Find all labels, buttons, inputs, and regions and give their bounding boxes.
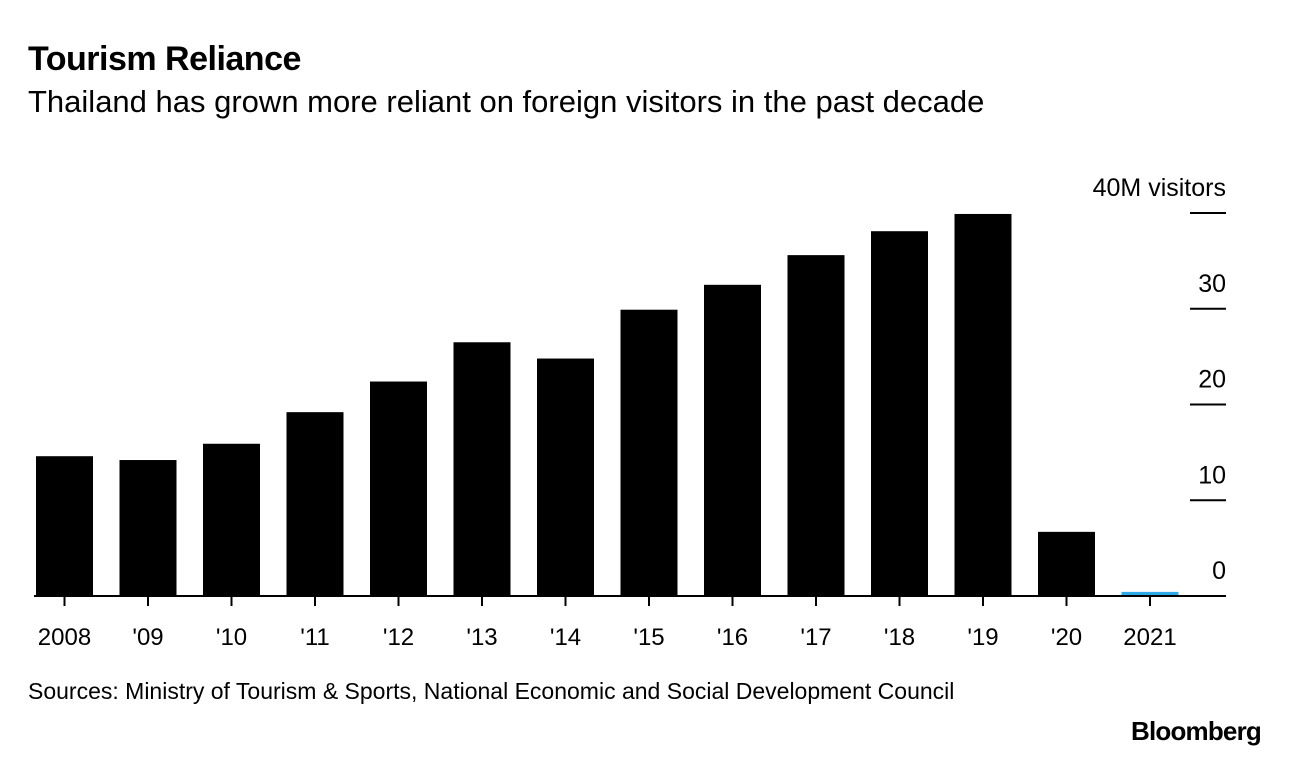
y-tick-label: 40M visitors bbox=[1093, 174, 1226, 202]
x-tick-label: '20 bbox=[1051, 624, 1082, 651]
bar-10 bbox=[203, 443, 260, 596]
bar-20 bbox=[1038, 531, 1095, 596]
x-tick-label: '15 bbox=[633, 624, 664, 651]
x-tick-label: '11 bbox=[300, 624, 330, 651]
chart-title: Tourism Reliance bbox=[28, 40, 301, 78]
bar-14 bbox=[537, 358, 594, 596]
x-tick-label: '17 bbox=[800, 624, 831, 651]
x-tick-label: '13 bbox=[466, 624, 497, 651]
bar-11 bbox=[286, 412, 344, 596]
bar-19 bbox=[954, 213, 1012, 596]
bar-12 bbox=[370, 381, 427, 596]
x-tick-label: '09 bbox=[132, 624, 163, 651]
x-tick-label: '18 bbox=[884, 624, 915, 651]
bar-09 bbox=[119, 460, 177, 596]
y-tick-label: 20 bbox=[1198, 366, 1226, 394]
bar-2008 bbox=[36, 456, 93, 596]
x-tick-label: '14 bbox=[550, 624, 581, 651]
source-note: Sources: Ministry of Tourism & Sports, N… bbox=[28, 678, 955, 704]
x-tick-label: 2008 bbox=[38, 624, 91, 651]
x-tick-label: '16 bbox=[717, 624, 748, 651]
bar-17 bbox=[787, 255, 845, 596]
y-tick-label: 0 bbox=[1212, 557, 1226, 585]
chart-subtitle: Thailand has grown more reliant on forei… bbox=[28, 84, 985, 119]
bar-15 bbox=[620, 309, 678, 596]
x-tick-label: 2021 bbox=[1123, 624, 1176, 651]
x-tick-label: '12 bbox=[383, 624, 414, 651]
bar-18 bbox=[871, 231, 928, 596]
bar-2021 bbox=[1121, 591, 1179, 596]
bloomberg-logo: Bloomberg bbox=[1130, 716, 1262, 746]
bar-16 bbox=[704, 284, 761, 596]
y-tick-label: 10 bbox=[1198, 461, 1226, 489]
x-tick-label: '19 bbox=[967, 624, 998, 651]
y-tick-label: 30 bbox=[1198, 270, 1226, 298]
bar-13 bbox=[453, 342, 511, 596]
x-tick-label: '10 bbox=[216, 624, 247, 651]
